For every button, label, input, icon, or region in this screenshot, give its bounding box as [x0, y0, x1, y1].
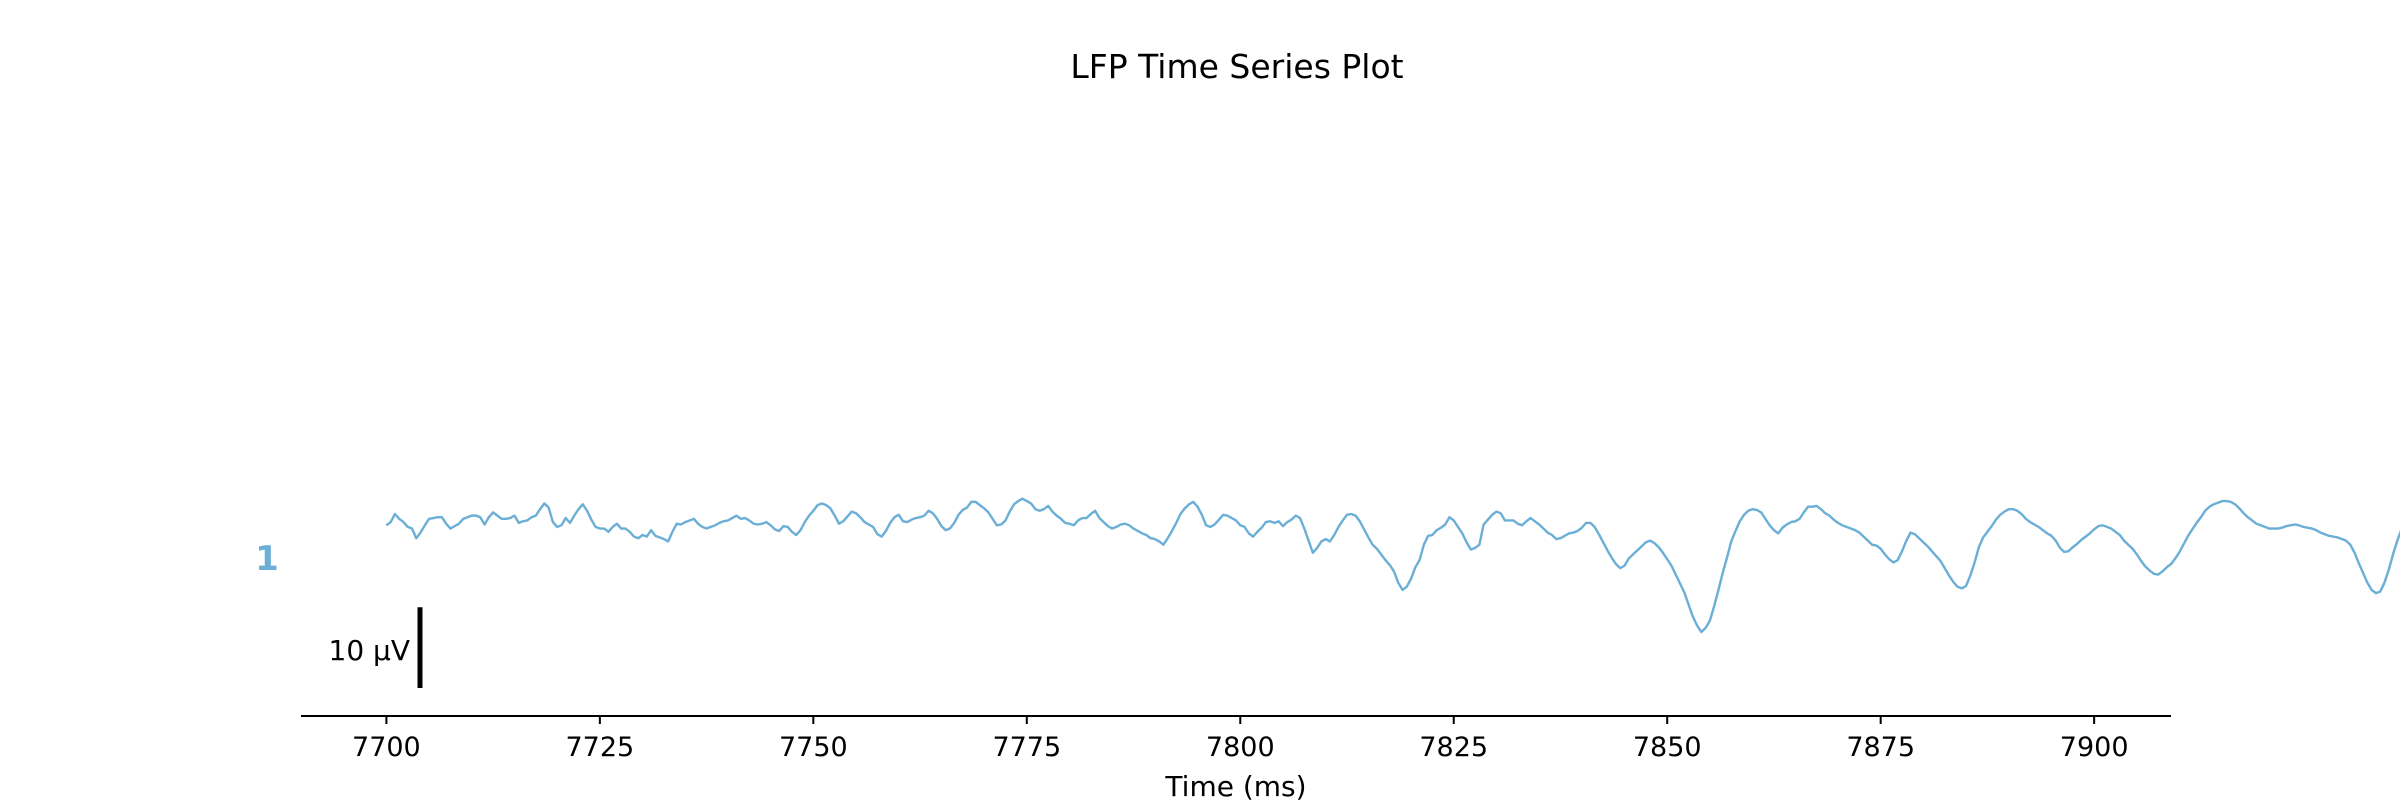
x-axis-label: Time (ms) [1164, 770, 1306, 800]
chart-title: LFP Time Series Plot [1070, 47, 1403, 86]
scale-bar: 10 μV [329, 607, 423, 688]
x-tick-label: 7850 [1633, 732, 1702, 763]
x-tick-label: 7825 [1419, 732, 1488, 763]
x-tick-label: 7900 [2060, 732, 2129, 763]
x-ticks: 7700 7725 7750 7775 7800 7825 7850 7875 7900 [352, 716, 2129, 763]
x-tick-label: 7875 [1846, 732, 1915, 763]
x-tick-label: 7775 [992, 732, 1061, 763]
channel-label: 1 [255, 539, 279, 579]
x-tick-label: 7725 [565, 732, 634, 763]
x-tick-label: 7700 [352, 732, 421, 763]
lfp-trace-line [385, 497, 2400, 634]
scale-bar-label: 10 μV [329, 634, 411, 667]
trace-layer [385, 497, 2400, 634]
x-axis: 7700 7725 7750 7775 7800 7825 7850 7875 7900 [301, 715, 2171, 763]
x-tick-label: 7800 [1206, 732, 1275, 763]
x-tick-label: 7750 [779, 732, 848, 763]
